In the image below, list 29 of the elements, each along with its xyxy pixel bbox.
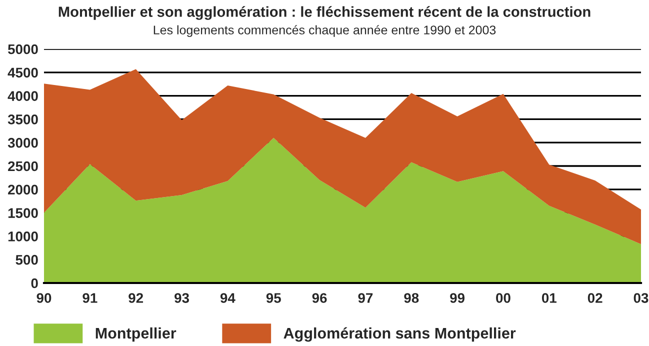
x-tick-label: 03 xyxy=(634,293,648,303)
y-tick-label: 3000 xyxy=(8,138,38,148)
legend-label: Agglomération sans Montpellier xyxy=(284,327,516,342)
x-tick-label: 97 xyxy=(358,293,373,303)
chart-title: Montpellier et son agglomération : le fléchissement récent de la construction xyxy=(58,6,590,20)
x-tick-label: 93 xyxy=(174,293,189,303)
x-tick-label: 90 xyxy=(36,293,52,303)
x-tick-label: 94 xyxy=(220,293,236,303)
legend-label: Montpellier xyxy=(96,327,176,342)
y-tick-label: 5000 xyxy=(8,44,38,54)
x-tick-label: 92 xyxy=(128,293,144,303)
y-tick-label: 2000 xyxy=(8,184,38,195)
y-tick-label: 0 xyxy=(31,278,38,288)
x-tick-label: 91 xyxy=(82,293,98,303)
x-tick-label: 98 xyxy=(404,293,419,303)
y-tick-label: 2500 xyxy=(8,161,38,172)
x-tick-label: 00 xyxy=(496,293,510,303)
x-tick-label: 96 xyxy=(312,293,327,303)
x-tick-label: 01 xyxy=(542,293,556,303)
y-tick-label: 1500 xyxy=(8,208,38,218)
y-tick-label: 4500 xyxy=(8,68,38,78)
x-tick-label: 99 xyxy=(450,293,465,303)
y-tick-label: 1000 xyxy=(8,232,38,242)
y-tick-label: 3500 xyxy=(8,114,38,124)
x-tick-label: 95 xyxy=(266,293,281,303)
chart-subtitle: Les logements commencés chaque année entre 1990 et 2003 xyxy=(154,25,496,37)
x-tick-label: 02 xyxy=(588,293,602,303)
y-tick-label: 4000 xyxy=(8,91,38,101)
y-tick-label: 500 xyxy=(16,254,38,265)
